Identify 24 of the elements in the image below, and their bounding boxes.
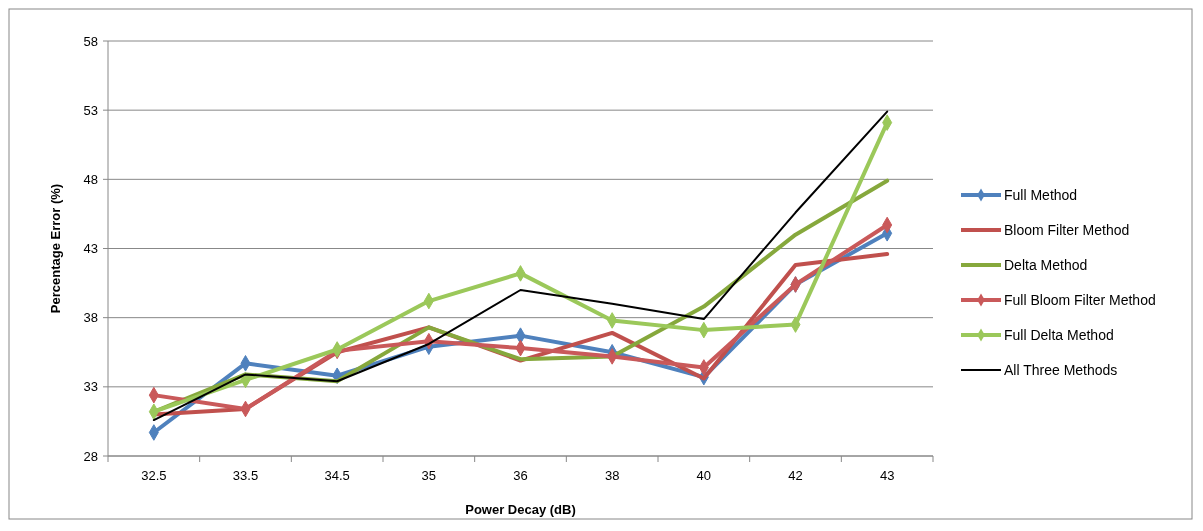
x-tick-label: 42 [788, 468, 803, 483]
x-tick-label: 35 [421, 468, 437, 483]
y-tick-label: 48 [83, 171, 98, 187]
y-axis-title: Percentage Error (%) [48, 183, 63, 314]
legend-label: Bloom Filter Method [1004, 221, 1130, 238]
legend-label: All Three Methods [1004, 361, 1118, 378]
y-tick-label: 43 [83, 241, 98, 257]
x-tick-label: 34.5 [324, 468, 350, 483]
legend-label: Full Bloom Filter Method [1004, 291, 1156, 308]
x-tick-label: 32.5 [141, 468, 167, 483]
legend-label: Delta Method [1004, 256, 1088, 273]
legend-label: Full Method [1004, 186, 1078, 203]
y-tick-label: 53 [83, 102, 98, 118]
y-tick-label: 58 [83, 33, 98, 49]
x-tick-label: 33.5 [232, 468, 259, 483]
x-tick-label: 43 [879, 468, 895, 483]
x-tick-label: 40 [696, 468, 712, 483]
x-axis-title: Power Decay (dB) [465, 502, 576, 517]
x-tick-label: 38 [604, 468, 620, 483]
y-tick-label: 28 [83, 448, 98, 464]
y-tick-label: 38 [83, 310, 98, 326]
x-tick-label: 36 [513, 468, 528, 483]
legend-label: Full Delta Method [1004, 326, 1114, 343]
y-tick-label: 33 [83, 379, 98, 395]
